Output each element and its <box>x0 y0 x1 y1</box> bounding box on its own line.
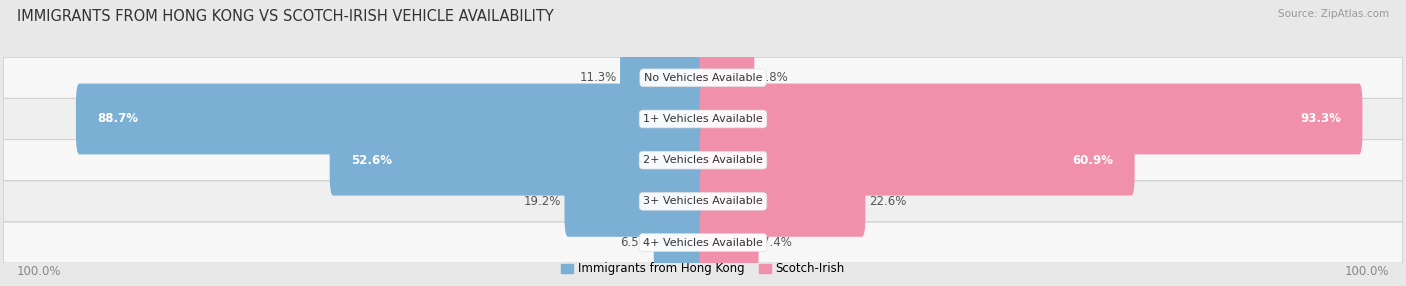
Text: 2+ Vehicles Available: 2+ Vehicles Available <box>643 155 763 165</box>
FancyBboxPatch shape <box>3 222 1403 263</box>
FancyBboxPatch shape <box>329 125 707 196</box>
Text: 100.0%: 100.0% <box>1344 265 1389 278</box>
FancyBboxPatch shape <box>620 42 707 113</box>
Text: 52.6%: 52.6% <box>352 154 392 167</box>
Text: 60.9%: 60.9% <box>1073 154 1114 167</box>
Text: No Vehicles Available: No Vehicles Available <box>644 73 762 83</box>
Text: IMMIGRANTS FROM HONG KONG VS SCOTCH-IRISH VEHICLE AVAILABILITY: IMMIGRANTS FROM HONG KONG VS SCOTCH-IRIS… <box>17 9 554 23</box>
Text: 11.3%: 11.3% <box>579 71 616 84</box>
FancyBboxPatch shape <box>654 207 707 278</box>
Text: Source: ZipAtlas.com: Source: ZipAtlas.com <box>1278 9 1389 19</box>
Text: 88.7%: 88.7% <box>97 112 138 126</box>
Text: 3+ Vehicles Available: 3+ Vehicles Available <box>643 196 763 206</box>
Text: 6.8%: 6.8% <box>758 71 787 84</box>
Text: 6.5%: 6.5% <box>620 236 650 249</box>
FancyBboxPatch shape <box>3 181 1403 222</box>
Text: 4+ Vehicles Available: 4+ Vehicles Available <box>643 238 763 247</box>
Text: 22.6%: 22.6% <box>869 195 907 208</box>
FancyBboxPatch shape <box>3 99 1403 139</box>
FancyBboxPatch shape <box>700 84 1362 154</box>
Text: 100.0%: 100.0% <box>17 265 62 278</box>
Text: 19.2%: 19.2% <box>523 195 561 208</box>
FancyBboxPatch shape <box>700 166 866 237</box>
Legend: Immigrants from Hong Kong, Scotch-Irish: Immigrants from Hong Kong, Scotch-Irish <box>557 258 849 280</box>
Text: 7.4%: 7.4% <box>762 236 792 249</box>
FancyBboxPatch shape <box>3 140 1403 180</box>
Text: 93.3%: 93.3% <box>1301 112 1341 126</box>
FancyBboxPatch shape <box>76 84 707 154</box>
FancyBboxPatch shape <box>700 42 754 113</box>
FancyBboxPatch shape <box>3 57 1403 98</box>
Text: 1+ Vehicles Available: 1+ Vehicles Available <box>643 114 763 124</box>
FancyBboxPatch shape <box>565 166 707 237</box>
FancyBboxPatch shape <box>700 207 759 278</box>
FancyBboxPatch shape <box>700 125 1135 196</box>
